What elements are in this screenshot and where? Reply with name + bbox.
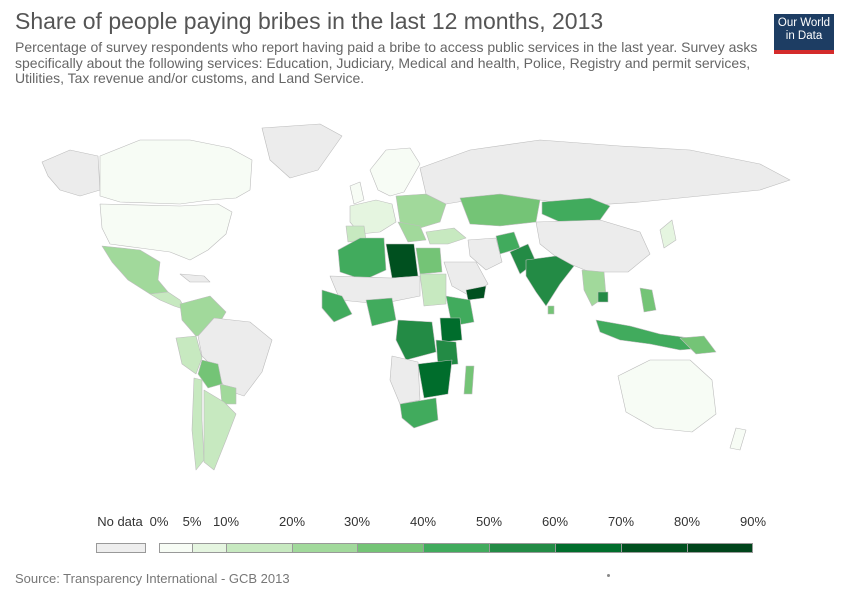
region-usa[interactable] xyxy=(99,203,233,261)
legend-tick-label: 10% xyxy=(212,514,240,529)
region-egypt[interactable] xyxy=(415,247,443,275)
legend-tick-label: 50% xyxy=(475,514,503,529)
region-new-zealand[interactable] xyxy=(729,427,747,451)
legend-bin-5-10[interactable] xyxy=(192,543,227,553)
legend-tick-label: 80% xyxy=(673,514,701,529)
region-mozambique-zimbabwe[interactable] xyxy=(417,359,453,399)
source-note: Source: Transparency International - GCB… xyxy=(15,571,290,586)
region-turkey[interactable] xyxy=(425,227,467,245)
region-bolivia[interactable] xyxy=(197,359,223,389)
region-nigeria-cameroon[interactable] xyxy=(365,297,397,327)
legend-bin-60-70[interactable] xyxy=(555,543,622,553)
chart-title: Share of people paying bribes in the las… xyxy=(15,8,604,34)
legend-bin-80-90[interactable] xyxy=(687,543,753,553)
logo-line-2: in Data xyxy=(785,30,823,42)
region-sri-lanka[interactable] xyxy=(547,305,555,315)
region-canada[interactable] xyxy=(99,139,253,205)
region-russia[interactable] xyxy=(419,139,791,207)
region-australia[interactable] xyxy=(617,359,717,433)
legend-tick-label: 30% xyxy=(343,514,371,529)
region-peru[interactable] xyxy=(175,335,203,375)
region-yemen[interactable] xyxy=(465,285,487,301)
region-iran[interactable] xyxy=(467,237,503,271)
timeline-dot[interactable] xyxy=(607,574,610,577)
region-cuba[interactable] xyxy=(179,273,211,283)
region-west-africa[interactable] xyxy=(321,289,353,323)
legend-bin-10-20[interactable] xyxy=(226,543,293,553)
region-greenland[interactable] xyxy=(261,123,343,179)
region-philippines[interactable] xyxy=(639,287,657,313)
legend-tick-label: 0% xyxy=(149,514,169,529)
region-india[interactable] xyxy=(525,255,575,307)
legend-bin-0-5[interactable] xyxy=(159,543,193,553)
region-north-africa-west[interactable] xyxy=(337,237,387,281)
owid-logo[interactable]: Our World in Data xyxy=(774,14,834,54)
chart-subtitle: Percentage of survey respondents who rep… xyxy=(15,39,758,86)
region-uk[interactable] xyxy=(349,181,365,205)
region-alaska[interactable] xyxy=(41,149,101,197)
region-paraguay[interactable] xyxy=(219,383,237,405)
region-mexico[interactable] xyxy=(101,245,169,295)
legend-bin-20-30[interactable] xyxy=(292,543,358,553)
legend-tick-label: 5% xyxy=(182,514,202,529)
region-kenya[interactable] xyxy=(439,317,463,343)
region-china[interactable] xyxy=(535,219,651,273)
legend-bin-30-40[interactable] xyxy=(357,543,424,553)
region-kazakhstan[interactable] xyxy=(459,193,541,227)
legend-tick-label: 40% xyxy=(409,514,437,529)
legend-no-data-label: No data xyxy=(97,514,143,529)
region-japan[interactable] xyxy=(659,219,677,249)
region-drc[interactable] xyxy=(395,319,437,361)
region-libya[interactable] xyxy=(385,243,419,279)
region-tanzania[interactable] xyxy=(435,339,459,367)
legend-bin-50-60[interactable] xyxy=(489,543,556,553)
region-mongolia[interactable] xyxy=(541,197,611,223)
region-madagascar[interactable] xyxy=(463,365,475,395)
region-cambodia[interactable] xyxy=(597,291,609,303)
legend-color-bar xyxy=(0,543,850,555)
region-sudan[interactable] xyxy=(419,273,447,307)
region-chile[interactable] xyxy=(191,377,205,471)
legend-tick-label: 60% xyxy=(541,514,569,529)
region-south-africa[interactable] xyxy=(399,397,439,429)
legend-labels: No data 0% 5% 10% 20% 30% 40% 50% 60% 70… xyxy=(0,514,850,534)
legend-tick-label: 70% xyxy=(607,514,635,529)
world-map xyxy=(41,123,791,471)
legend-bin-40-50[interactable] xyxy=(423,543,490,553)
region-western-europe[interactable] xyxy=(349,199,397,235)
legend-tick-label: 90% xyxy=(739,514,767,529)
legend-bin-70-80[interactable] xyxy=(621,543,688,553)
legend-no-data-swatch[interactable] xyxy=(96,543,146,553)
region-southern-africa-west[interactable] xyxy=(389,355,421,405)
region-balkans[interactable] xyxy=(397,221,427,243)
region-papua-new-guinea[interactable] xyxy=(679,335,717,355)
logo-line-1: Our World xyxy=(777,17,831,29)
region-scandinavia[interactable] xyxy=(369,147,421,197)
region-argentina[interactable] xyxy=(203,389,237,471)
legend-tick-label: 20% xyxy=(278,514,306,529)
